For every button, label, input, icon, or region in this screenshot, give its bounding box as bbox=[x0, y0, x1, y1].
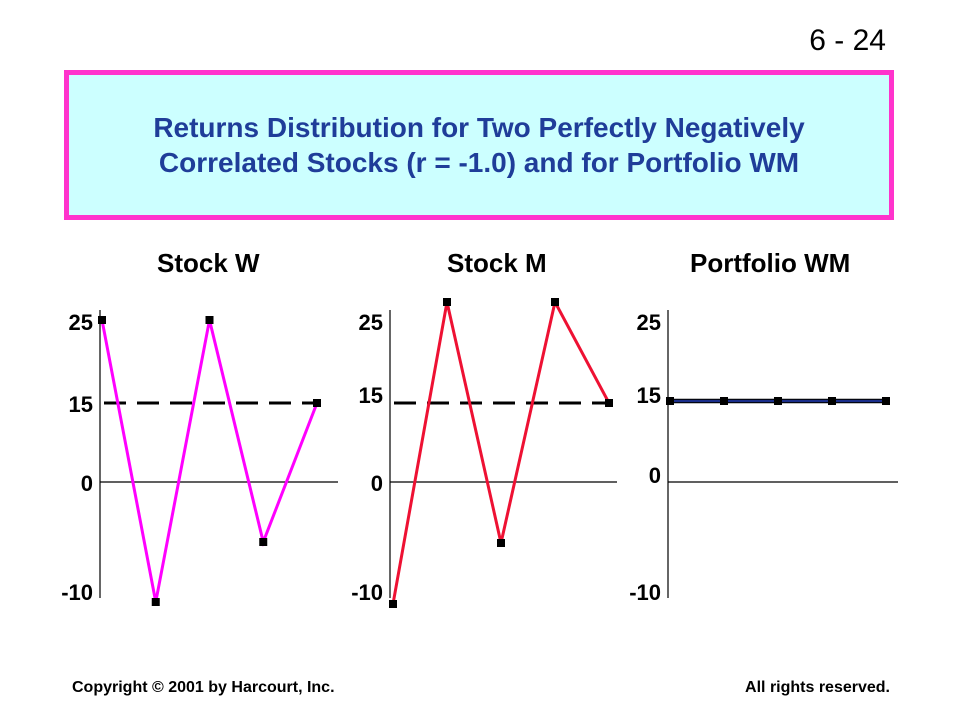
stock-w-point-2 bbox=[151, 598, 160, 606]
portfolio-wm-tick-label: 0 bbox=[649, 463, 661, 488]
chart-title-stock-w: Stock W bbox=[157, 248, 260, 278]
stock-m-tick-label: 15 bbox=[359, 383, 383, 408]
stock-m-tick-label: -10 bbox=[351, 580, 383, 605]
stock-m-point-4 bbox=[551, 298, 559, 306]
stock-w-point-3 bbox=[205, 316, 214, 324]
stock-m-point-5 bbox=[605, 399, 613, 407]
stock-w-tick-label: 0 bbox=[81, 471, 93, 496]
portfolio-wm-tick-label: 15 bbox=[637, 383, 661, 408]
chart-title-portfolio-wm: Portfolio WM bbox=[690, 248, 851, 278]
stock-w-tick-label: 25 bbox=[69, 310, 93, 335]
stock-w-tick-label: 15 bbox=[69, 392, 93, 417]
portfolio-wm-point-1 bbox=[666, 397, 674, 405]
chart-title-stock-m: Stock M bbox=[447, 248, 547, 278]
footer-copyright: Copyright © 2001 by Harcourt, Inc. bbox=[72, 679, 335, 696]
stock-w-point-5 bbox=[313, 399, 321, 407]
portfolio-wm-tick-label: -10 bbox=[629, 580, 661, 605]
stock-w-point-1 bbox=[98, 316, 106, 324]
slide-number: 6 - 24 bbox=[809, 24, 886, 57]
title-box: Returns Distribution for Two Perfectly N… bbox=[64, 70, 894, 220]
stock-m-point-1 bbox=[389, 600, 397, 608]
portfolio-wm-point-2 bbox=[720, 397, 728, 405]
stock-w-series-line bbox=[100, 319, 319, 603]
stock-m-series-line bbox=[391, 297, 611, 605]
stock-m-tick-label: 0 bbox=[371, 471, 383, 496]
portfolio-wm-point-5 bbox=[882, 397, 890, 405]
stock-w-point-4 bbox=[259, 538, 268, 546]
portfolio-wm-tick-label: 25 bbox=[637, 310, 661, 335]
stock-m-point-2 bbox=[443, 298, 451, 306]
stock-m-tick-label: 25 bbox=[359, 310, 383, 335]
portfolio-wm-point-4 bbox=[828, 397, 836, 405]
stock-w-tick-label: -10 bbox=[61, 580, 93, 605]
slide-title: Returns Distribution for Two Perfectly N… bbox=[153, 112, 805, 178]
portfolio-wm-point-3 bbox=[774, 397, 782, 405]
stock-m-point-3 bbox=[497, 539, 505, 547]
footer-rights: All rights reserved. bbox=[745, 679, 890, 696]
